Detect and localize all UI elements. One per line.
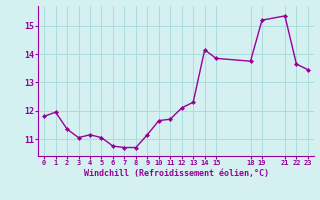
X-axis label: Windchill (Refroidissement éolien,°C): Windchill (Refroidissement éolien,°C) (84, 169, 268, 178)
